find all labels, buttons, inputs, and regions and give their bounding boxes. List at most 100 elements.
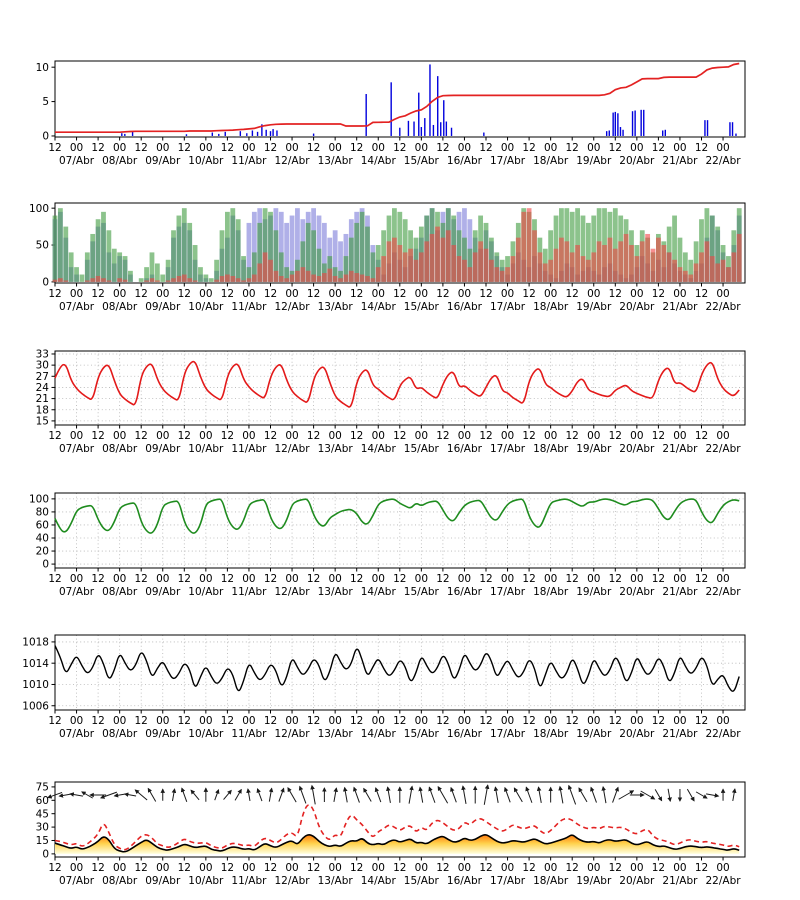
svg-text:20/Abr: 20/Abr — [619, 301, 655, 313]
svg-text:14/Abr: 14/Abr — [361, 586, 397, 598]
svg-text:00: 00 — [415, 573, 428, 585]
svg-text:12: 12 — [91, 142, 104, 154]
svg-text:21: 21 — [36, 393, 49, 405]
svg-text:00: 00 — [113, 715, 126, 727]
svg-text:60: 60 — [36, 520, 49, 532]
svg-text:12: 12 — [652, 715, 665, 727]
svg-text:12: 12 — [652, 862, 665, 874]
svg-text:00: 00 — [544, 288, 557, 300]
svg-text:16/Abr: 16/Abr — [447, 443, 483, 455]
svg-text:14/Abr: 14/Abr — [361, 875, 397, 887]
svg-text:00: 00 — [587, 288, 600, 300]
svg-text:00: 00 — [328, 862, 341, 874]
svg-text:00: 00 — [716, 862, 729, 874]
svg-text:00: 00 — [156, 862, 169, 874]
svg-text:00: 00 — [458, 430, 471, 442]
svg-text:12: 12 — [264, 142, 277, 154]
svg-text:12: 12 — [479, 142, 492, 154]
svg-text:00: 00 — [458, 288, 471, 300]
svg-text:18/Abr: 18/Abr — [533, 728, 569, 740]
x-ticks: 12 00 12 00 12 00 12 00 12 00 12 00 12 00 12 00 12 00 12 00… — [48, 857, 741, 887]
svg-text:12: 12 — [479, 573, 492, 585]
svg-text:12: 12 — [178, 573, 191, 585]
precip-bars — [121, 64, 737, 136]
svg-text:12: 12 — [609, 573, 622, 585]
svg-text:00: 00 — [199, 288, 212, 300]
svg-text:12: 12 — [264, 573, 277, 585]
svg-text:00: 00 — [501, 142, 514, 154]
svg-text:5: 5 — [42, 96, 49, 108]
svg-text:00: 00 — [372, 573, 385, 585]
svg-text:00: 00 — [415, 142, 428, 154]
cloud-bars-baixa — [52, 208, 742, 282]
svg-text:10: 10 — [36, 62, 49, 74]
svg-text:12: 12 — [393, 862, 406, 874]
svg-text:30: 30 — [36, 360, 49, 372]
svg-text:12: 12 — [135, 142, 148, 154]
svg-text:12: 12 — [695, 142, 708, 154]
svg-text:18/Abr: 18/Abr — [533, 875, 569, 887]
svg-text:12: 12 — [48, 142, 61, 154]
svg-text:12: 12 — [135, 715, 148, 727]
svg-text:12: 12 — [695, 573, 708, 585]
svg-text:19/Abr: 19/Abr — [576, 155, 612, 167]
svg-text:12: 12 — [221, 142, 234, 154]
svg-text:33: 33 — [36, 349, 49, 361]
svg-text:00: 00 — [501, 715, 514, 727]
svg-text:00: 00 — [544, 715, 557, 727]
svg-text:1006: 1006 — [22, 700, 49, 712]
svg-text:12: 12 — [350, 430, 363, 442]
svg-text:12: 12 — [522, 430, 535, 442]
accumulated-line — [55, 62, 740, 134]
svg-text:12: 12 — [350, 288, 363, 300]
svg-text:12: 12 — [135, 288, 148, 300]
svg-text:12: 12 — [48, 715, 61, 727]
svg-text:00: 00 — [544, 573, 557, 585]
y-ticks: 1006 1010 1014 1018 — [22, 637, 55, 712]
svg-text:00: 00 — [673, 430, 686, 442]
svg-text:12: 12 — [393, 288, 406, 300]
svg-text:00: 00 — [501, 573, 514, 585]
svg-text:100: 100 — [29, 203, 49, 215]
svg-text:00: 00 — [372, 430, 385, 442]
svg-text:12: 12 — [479, 288, 492, 300]
svg-text:0: 0 — [42, 848, 49, 860]
svg-text:00: 00 — [328, 715, 341, 727]
svg-text:00: 00 — [587, 430, 600, 442]
svg-text:16/Abr: 16/Abr — [447, 301, 483, 313]
svg-text:21/Abr: 21/Abr — [662, 728, 698, 740]
svg-text:12: 12 — [48, 573, 61, 585]
svg-text:00: 00 — [458, 573, 471, 585]
y-ticks: 0 5 10 — [36, 62, 55, 143]
svg-text:00: 00 — [113, 862, 126, 874]
svg-text:12: 12 — [307, 862, 320, 874]
svg-text:12: 12 — [221, 862, 234, 874]
svg-text:12: 12 — [695, 430, 708, 442]
svg-text:18/Abr: 18/Abr — [533, 586, 569, 598]
svg-text:50: 50 — [36, 240, 49, 252]
svg-text:12: 12 — [307, 430, 320, 442]
svg-text:18/Abr: 18/Abr — [533, 443, 569, 455]
svg-text:12: 12 — [479, 862, 492, 874]
svg-text:12: 12 — [566, 142, 579, 154]
svg-text:16/Abr: 16/Abr — [447, 155, 483, 167]
svg-text:14/Abr: 14/Abr — [361, 728, 397, 740]
svg-text:13/Abr: 13/Abr — [318, 443, 354, 455]
svg-text:1010: 1010 — [22, 679, 49, 691]
svg-text:08/Abr: 08/Abr — [102, 301, 138, 313]
svg-text:00: 00 — [630, 862, 643, 874]
svg-text:00: 00 — [199, 715, 212, 727]
svg-text:00: 00 — [242, 288, 255, 300]
svg-text:12: 12 — [522, 573, 535, 585]
svg-text:00: 00 — [501, 288, 514, 300]
svg-text:80: 80 — [36, 507, 49, 519]
x-ticks: 12 00 12 00 12 00 12 00 12 00 12 00 12 00 12 00 12 00 12 00… — [48, 137, 741, 167]
svg-text:11/Abr: 11/Abr — [231, 301, 267, 313]
svg-text:00: 00 — [199, 430, 212, 442]
svg-text:00: 00 — [199, 862, 212, 874]
svg-text:00: 00 — [458, 715, 471, 727]
svg-text:12: 12 — [566, 573, 579, 585]
svg-text:12: 12 — [91, 288, 104, 300]
